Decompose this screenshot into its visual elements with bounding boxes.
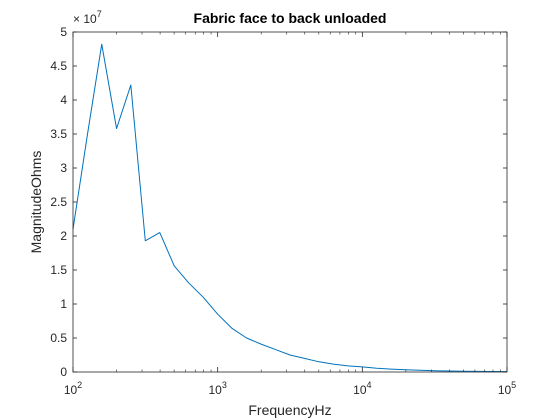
x-tick-label-power: 2 bbox=[77, 380, 82, 390]
y-axis-label: MagnitudeOhms bbox=[28, 151, 44, 254]
plot-area-box bbox=[72, 31, 508, 373]
x-tick-label: 105 bbox=[498, 380, 516, 397]
y-tick-label: 0.5 bbox=[50, 331, 67, 345]
x-axis-label: FrequencyHz bbox=[248, 402, 331, 418]
x-tick-label: 103 bbox=[208, 380, 226, 397]
y-tick-label: 1 bbox=[60, 297, 67, 311]
y-tick-label: 4.5 bbox=[50, 59, 67, 73]
x-tick-label-power: 4 bbox=[367, 380, 372, 390]
chart-title: Fabric face to back unloaded bbox=[194, 10, 387, 26]
x-tick-label-base: 10 bbox=[208, 383, 222, 397]
y-tick-label: 2 bbox=[60, 229, 67, 243]
plot-area-background bbox=[73, 32, 507, 372]
x-tick-label-power: 3 bbox=[222, 380, 227, 390]
y-tick-label: 3.5 bbox=[50, 127, 67, 141]
y-tick-label: 0 bbox=[60, 365, 67, 379]
x-tick-label-base: 10 bbox=[353, 383, 367, 397]
y-tick-label: 4 bbox=[60, 93, 67, 107]
y-exponent-label: × 107 bbox=[73, 9, 102, 26]
x-tick-label-power: 5 bbox=[511, 380, 516, 390]
y-exponent-power: 7 bbox=[97, 9, 102, 19]
x-tick-label: 102 bbox=[64, 380, 82, 397]
y-tick-label: 3 bbox=[60, 161, 67, 175]
x-tick-label: 104 bbox=[353, 380, 371, 397]
y-tick-label: 1.5 bbox=[50, 263, 67, 277]
x-tick-label-base: 10 bbox=[64, 383, 78, 397]
data-layer bbox=[72, 43, 508, 373]
y-tick-label: 5 bbox=[60, 25, 67, 39]
series-line-0 bbox=[72, 43, 508, 373]
y-exponent-base: × 10 bbox=[73, 12, 97, 26]
x-tick-label-base: 10 bbox=[498, 383, 512, 397]
y-tick-label: 2.5 bbox=[50, 195, 67, 209]
